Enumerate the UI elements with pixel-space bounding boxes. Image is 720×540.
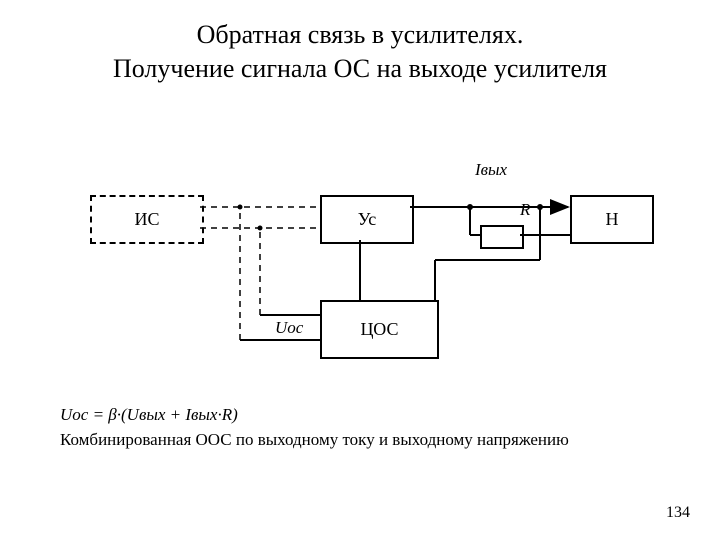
page-number: 134: [666, 504, 690, 522]
block-diagram: ИС Ус ЦОС Н Iвых R Uос: [0, 0, 720, 540]
wires: [0, 0, 720, 540]
caption-text: Комбинированная ООС по выходному току и …: [60, 430, 569, 450]
formula-text: Uос = β·(Uвых + Iвых·R): [60, 405, 238, 425]
